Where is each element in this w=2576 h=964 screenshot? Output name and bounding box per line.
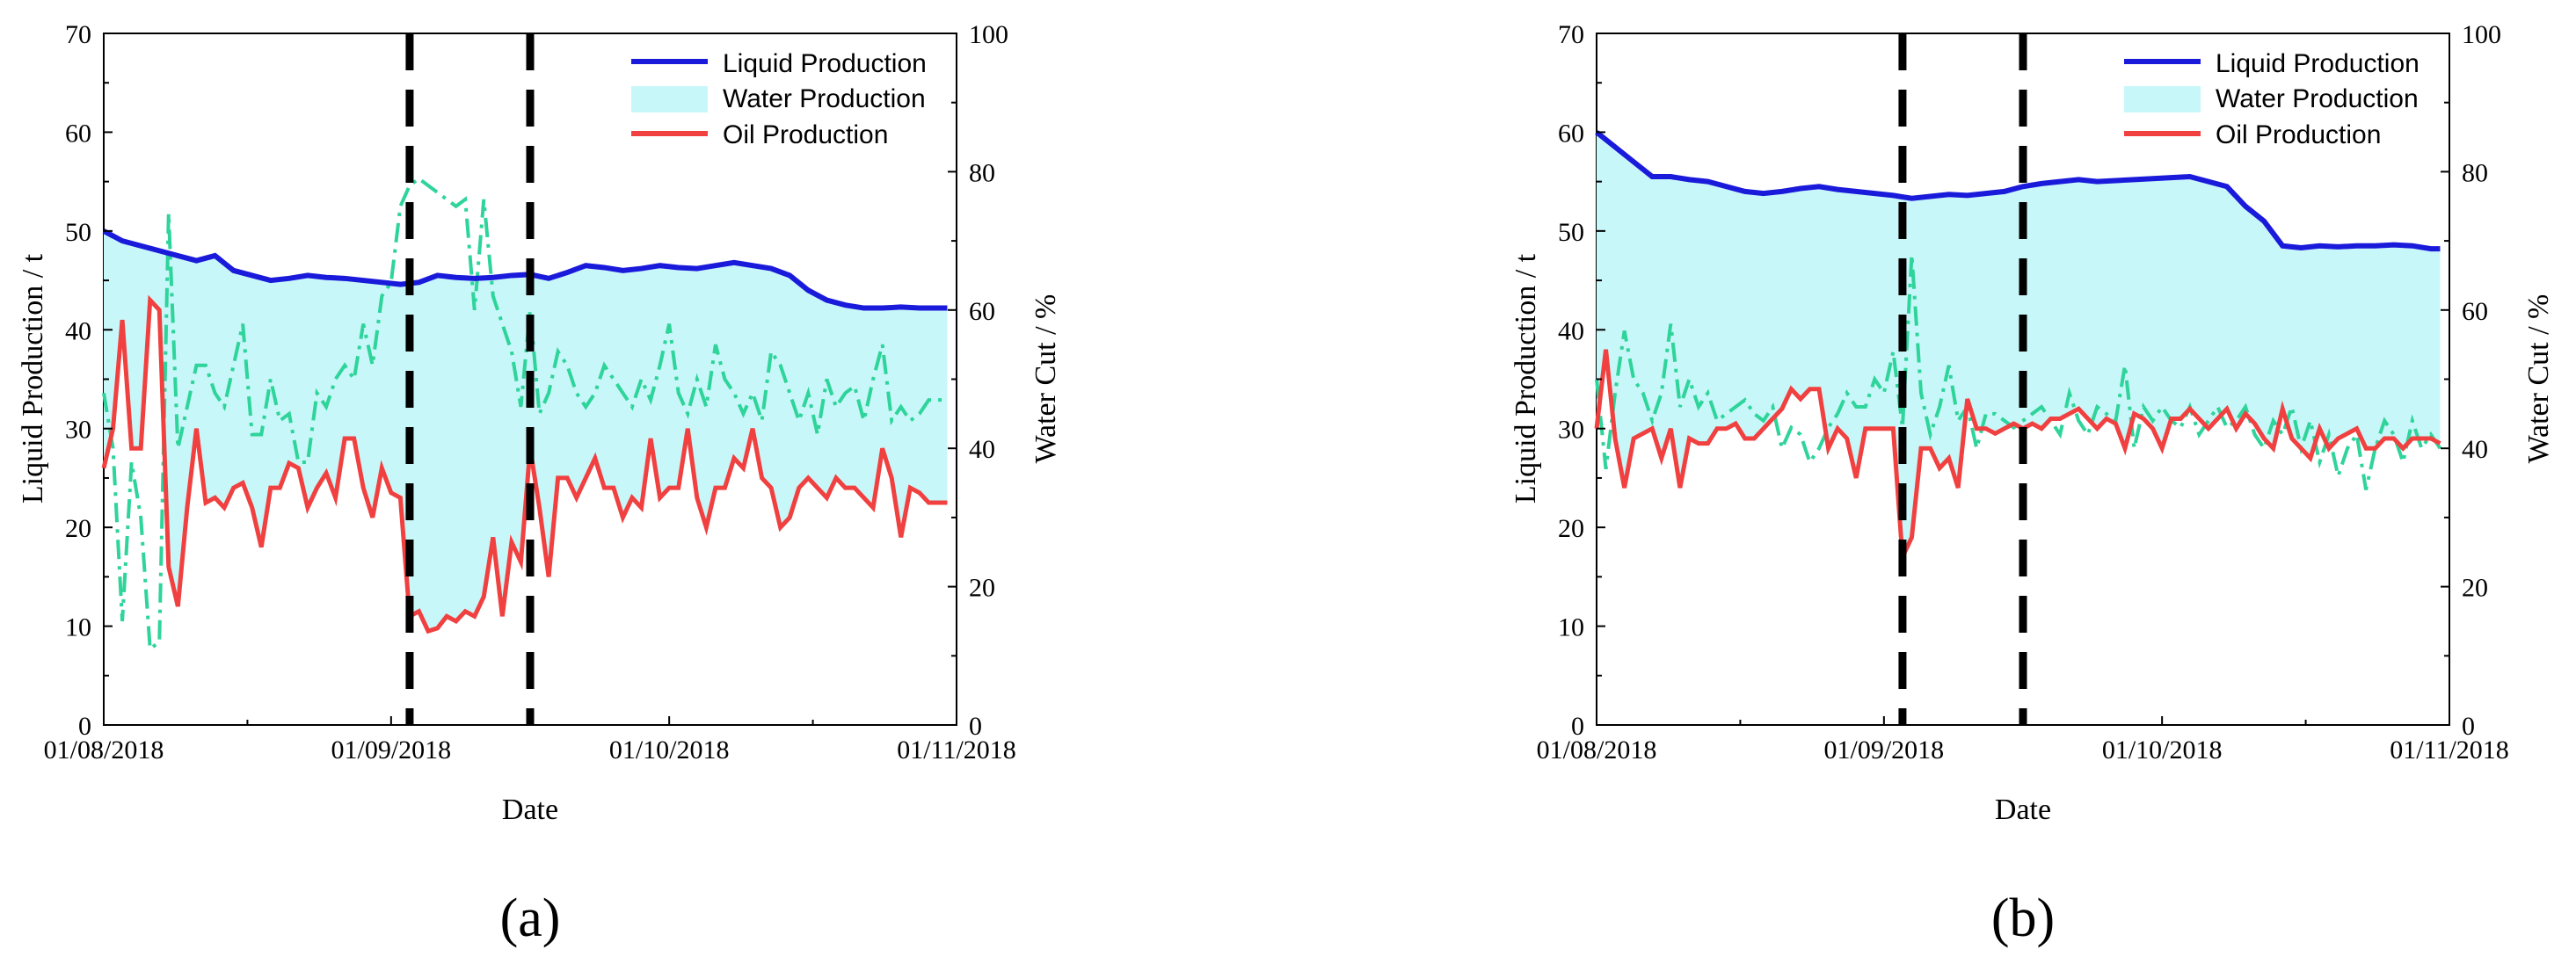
- y2-tick-label: 60: [2462, 297, 2488, 326]
- legend-liquid-label: Liquid Production: [2216, 49, 2420, 78]
- y2-tick-label: 20: [969, 574, 995, 603]
- y-tick-label: 20: [65, 514, 91, 543]
- x-tick-label: 01/11/2018: [2390, 736, 2509, 765]
- y2-axis-title-b: Water Cut / %: [2522, 294, 2555, 464]
- chart-panel-a: 0 10 20 30 40 50 60 70 0 20 40 60 80 100 01/08/2018 01/…: [17, 20, 1062, 948]
- y2-tick-label: 100: [969, 20, 1008, 49]
- y2-tick-label: 40: [969, 435, 995, 464]
- y-tick-label: 0: [1571, 712, 1584, 741]
- axis-ticks-a: 0 10 20 30 40 50 60 70 0 20 40 60 80 100 01/08/2018 01/…: [44, 20, 1016, 765]
- legend-b: Liquid Production Water Production Oil P…: [2124, 49, 2420, 149]
- y2-tick-label: 40: [2462, 435, 2488, 464]
- y2-tick-label: 80: [969, 158, 995, 187]
- y2-tick-label: 0: [969, 712, 982, 741]
- x-axis-title-b: Date: [1995, 794, 2051, 826]
- water-production-area: [1597, 132, 2441, 557]
- y-tick-label: 30: [65, 416, 91, 445]
- y-tick-label: 50: [65, 218, 91, 247]
- water-cut-line: [1595, 254, 2442, 490]
- plot-data-b: [1594, 33, 2442, 725]
- legend-oil-label: Oil Production: [723, 120, 888, 149]
- y-tick-label: 50: [1558, 218, 1584, 247]
- y2-tick-label: 20: [2462, 574, 2488, 603]
- y-axis-title-a: Liquid Production / t: [17, 253, 49, 504]
- chart-panel-b: 0 10 20 30 40 50 60 70 0 20 40 60 80 100 01/08/2018 01/…: [1510, 20, 2555, 948]
- y-tick-label: 70: [65, 20, 91, 49]
- x-tick-label: 01/08/2018: [1537, 736, 1657, 765]
- y2-tick-label: 100: [2462, 20, 2501, 49]
- legend-water-label: Water Production: [2216, 84, 2419, 113]
- x-tick-label: 01/09/2018: [1824, 736, 1945, 765]
- y-tick-label: 20: [1558, 514, 1584, 543]
- y-tick-label: 10: [1558, 613, 1584, 642]
- y-tick-label: 60: [1558, 119, 1584, 148]
- y-tick-label: 30: [1558, 416, 1584, 445]
- plot-data-a: [101, 33, 948, 725]
- y2-tick-label: 80: [2462, 158, 2488, 187]
- subfigure-label-b: (b): [1991, 888, 2055, 948]
- x-tick-label: 01/10/2018: [2102, 736, 2223, 765]
- x-tick-label: 01/11/2018: [897, 736, 1016, 765]
- liquid-production-line: [1595, 130, 2441, 252]
- y-tick-label: 40: [65, 316, 91, 345]
- legend-water-swatch: [2124, 86, 2201, 112]
- oil-production-line: [1594, 349, 2441, 566]
- oil-production-line: [101, 294, 948, 634]
- x-tick-label: 01/08/2018: [44, 736, 164, 765]
- y-tick-label: 70: [1558, 20, 1584, 49]
- x-axis-title-a: Date: [502, 794, 558, 826]
- y2-tick-label: 60: [969, 297, 995, 326]
- y-tick-label: 0: [78, 712, 91, 741]
- legend-liquid-label: Liquid Production: [723, 49, 927, 78]
- legend-water-swatch: [631, 86, 708, 112]
- subfigure-label-a: (a): [500, 888, 561, 948]
- legend-water-label: Water Production: [723, 84, 926, 113]
- x-tick-label: 01/09/2018: [331, 736, 452, 765]
- y-tick-label: 10: [65, 613, 91, 642]
- legend-a: Liquid Production Water Production Oil P…: [631, 49, 927, 149]
- legend-oil-label: Oil Production: [2216, 120, 2381, 149]
- y2-axis-title-a: Water Cut / %: [1030, 294, 1062, 464]
- water-production-area: [104, 230, 948, 632]
- y2-tick-label: 0: [2462, 712, 2475, 741]
- y-axis-title-b: Liquid Production / t: [1510, 253, 1542, 504]
- water-cut-line: [102, 176, 948, 653]
- x-tick-label: 01/10/2018: [609, 736, 730, 765]
- y-tick-label: 60: [65, 119, 91, 148]
- y-tick-label: 40: [1558, 316, 1584, 345]
- axis-ticks-b: 0 10 20 30 40 50 60 70 0 20 40 60 80 100 01/08/2018 01/…: [1537, 20, 2509, 765]
